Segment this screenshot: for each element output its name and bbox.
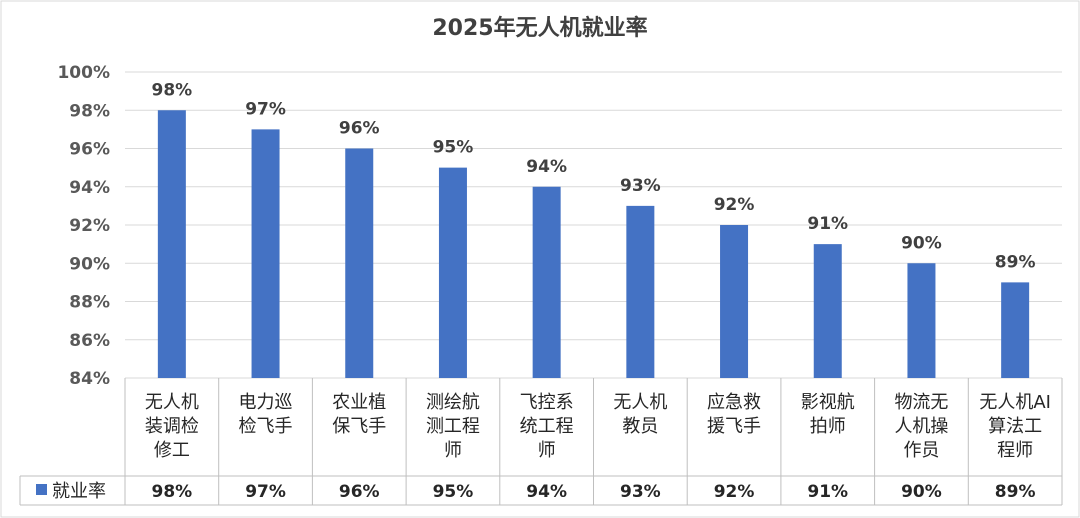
bar bbox=[813, 244, 842, 378]
bar bbox=[251, 129, 280, 378]
category-label: 无人机AI bbox=[979, 392, 1051, 413]
bar bbox=[345, 148, 374, 378]
data-label: 89% bbox=[995, 252, 1036, 272]
data-label: 93% bbox=[620, 176, 661, 196]
data-labels: 98% 97% 96% 95% 94% 93% 92% 91% 90% 89% bbox=[151, 80, 1035, 272]
data-label: 94% bbox=[526, 157, 567, 177]
category-label: 无人机 bbox=[613, 392, 667, 413]
data-label: 92% bbox=[714, 195, 755, 215]
bar bbox=[532, 186, 561, 378]
bar bbox=[720, 225, 749, 378]
data-label: 98% bbox=[151, 80, 192, 100]
data-label: 96% bbox=[339, 119, 380, 139]
category-label: 统工程 bbox=[520, 416, 574, 437]
category-label: 测绘航 bbox=[426, 392, 480, 413]
category-label: 影视航 bbox=[801, 392, 855, 413]
table-value: 91% bbox=[807, 482, 848, 502]
data-label: 97% bbox=[245, 99, 286, 119]
category-label: 教员 bbox=[622, 416, 658, 437]
category-label: 应急救 bbox=[707, 392, 761, 413]
category-label: 援飞手 bbox=[707, 416, 761, 437]
table-value: 93% bbox=[620, 482, 661, 502]
bar bbox=[438, 167, 467, 378]
chart-title: 2025年无人机就业率 bbox=[432, 15, 647, 41]
table-value: 97% bbox=[245, 482, 286, 502]
category-label: 师 bbox=[538, 440, 556, 461]
category-label: 保飞手 bbox=[332, 416, 386, 437]
data-label: 91% bbox=[807, 214, 848, 234]
bar bbox=[1001, 282, 1030, 378]
y-tick-label: 92% bbox=[69, 216, 110, 236]
category-label: 程师 bbox=[997, 440, 1033, 461]
category-label: 无人机 bbox=[145, 392, 199, 413]
y-tick-label: 88% bbox=[69, 293, 110, 313]
category-label: 人机操 bbox=[894, 416, 948, 437]
category-label: 农业植 bbox=[332, 392, 386, 413]
category-label: 飞控系 bbox=[520, 392, 574, 413]
bar bbox=[626, 205, 655, 378]
table-value: 95% bbox=[433, 482, 474, 502]
y-tick-label: 100% bbox=[57, 63, 110, 83]
data-label: 90% bbox=[901, 233, 942, 253]
category-label: 算法工 bbox=[988, 416, 1042, 437]
category-label: 修工 bbox=[154, 440, 190, 461]
table-value: 92% bbox=[714, 482, 755, 502]
data-label: 95% bbox=[433, 138, 474, 158]
category-label: 师 bbox=[444, 440, 462, 461]
category-label: 检飞手 bbox=[239, 416, 293, 437]
category-label: 拍师 bbox=[810, 416, 846, 437]
table-value: 96% bbox=[339, 482, 380, 502]
bar bbox=[907, 263, 936, 378]
gridlines bbox=[125, 71, 1062, 379]
category-label: 装调检 bbox=[145, 416, 199, 437]
table-value: 90% bbox=[901, 482, 942, 502]
category-label: 物流无 bbox=[894, 392, 948, 413]
category-label: 作员 bbox=[903, 440, 939, 461]
category-label: 电力巡 bbox=[239, 392, 293, 413]
y-tick-label: 90% bbox=[69, 254, 110, 274]
y-tick-label: 84% bbox=[69, 369, 110, 389]
table-value: 94% bbox=[526, 482, 567, 502]
table-value: 98% bbox=[151, 482, 192, 502]
legend-label: 就业率 bbox=[52, 481, 106, 502]
bar bbox=[157, 110, 186, 378]
y-axis-ticks: 84% 86% 88% 90% 92% 94% 96% 98% 100% bbox=[57, 63, 110, 389]
y-tick-label: 86% bbox=[69, 331, 110, 351]
table-value: 89% bbox=[995, 482, 1036, 502]
y-tick-label: 98% bbox=[69, 101, 110, 121]
bars bbox=[157, 110, 1030, 378]
category-label: 测工程 bbox=[426, 416, 480, 437]
legend-swatch bbox=[36, 484, 47, 495]
y-tick-label: 96% bbox=[69, 140, 110, 160]
y-tick-label: 94% bbox=[69, 178, 110, 198]
